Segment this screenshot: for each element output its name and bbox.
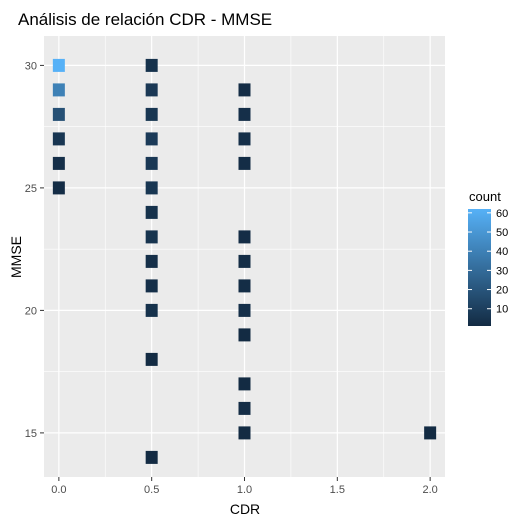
x-tick-label: 0.5 — [144, 484, 159, 496]
heatmap-cell — [238, 83, 251, 97]
heatmap-cell — [238, 401, 251, 415]
heatmap-cell — [145, 450, 158, 464]
legend-ticks: 10 20 30 40 50 60 — [468, 208, 508, 316]
heatmap-cell — [424, 426, 437, 440]
heatmap-cell — [145, 230, 158, 244]
heatmap-cell — [145, 352, 158, 366]
heatmap-cell — [52, 107, 65, 121]
y-tick-label: 30 — [25, 60, 37, 72]
heatmap-cell — [238, 132, 251, 146]
legend: count 10 20 30 40 50 60 — [468, 189, 508, 326]
legend-tick-label: 50 — [496, 227, 508, 239]
x-tick-label: 1.0 — [237, 484, 252, 496]
heatmap-cell — [52, 58, 65, 72]
x-tick-label: 2.0 — [422, 484, 437, 496]
heatmap-cell — [145, 156, 158, 170]
y-axis: 15 20 25 30 — [25, 60, 44, 440]
heatmap-cell — [52, 132, 65, 146]
y-axis-label: MMSE — [8, 236, 24, 278]
heatmap-cell — [238, 303, 251, 317]
heatmap-cell — [238, 279, 251, 293]
x-axis: 0.0 0.5 1.0 1.5 2.0 — [51, 477, 438, 496]
legend-tick-label: 10 — [496, 304, 508, 316]
heatmap-cell — [145, 279, 158, 293]
legend-title: count — [469, 189, 501, 204]
heatmap-cell — [238, 328, 251, 342]
heatmap-cell — [238, 230, 251, 244]
y-tick-label: 15 — [25, 428, 37, 440]
chart-title: Análisis de relación CDR - MMSE — [18, 10, 272, 29]
heatmap-cell — [145, 205, 158, 219]
x-tick-label: 1.5 — [330, 484, 345, 496]
heatmap-cell — [145, 254, 158, 268]
legend-tick-label: 40 — [496, 246, 508, 258]
x-axis-label: CDR — [230, 501, 260, 517]
legend-colorbar — [468, 209, 491, 326]
heatmap-cell — [238, 426, 251, 440]
heatmap-cell — [238, 254, 251, 268]
heatmap-cell — [238, 377, 251, 391]
heatmap-cell — [238, 107, 251, 121]
heatmap-cell — [145, 132, 158, 146]
heatmap-cell — [52, 156, 65, 170]
heatmap-cell — [145, 58, 158, 72]
heatmap-cell — [145, 303, 158, 317]
heatmap-cell — [145, 181, 158, 195]
heatmap-cell — [238, 156, 251, 170]
heatmap-cell — [145, 83, 158, 97]
x-tick-label: 0.0 — [51, 484, 66, 496]
heatmap-cell — [52, 181, 65, 195]
legend-tick-label: 60 — [496, 208, 508, 220]
legend-tick-label: 20 — [496, 285, 508, 297]
heatmap-cells — [52, 58, 437, 464]
y-tick-label: 25 — [25, 183, 37, 195]
y-tick-label: 20 — [25, 305, 37, 317]
heatmap-cell — [52, 83, 65, 97]
legend-tick-label: 30 — [496, 265, 508, 277]
heatmap-cell — [145, 107, 158, 121]
